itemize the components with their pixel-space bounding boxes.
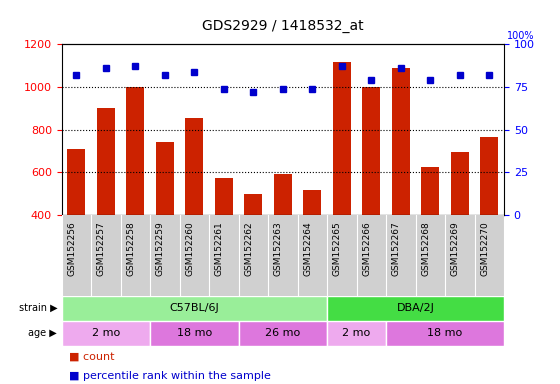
Text: 2 mo: 2 mo — [342, 328, 371, 338]
Bar — [333, 62, 351, 300]
Text: GSM152270: GSM152270 — [480, 222, 489, 276]
Text: 2 mo: 2 mo — [92, 328, 120, 338]
Text: GSM152256: GSM152256 — [67, 222, 76, 276]
Text: strain ▶: strain ▶ — [18, 303, 57, 313]
Text: 100%: 100% — [507, 31, 535, 41]
Text: GSM152267: GSM152267 — [392, 222, 401, 276]
Text: 26 mo: 26 mo — [265, 328, 300, 338]
Bar — [362, 87, 380, 300]
Text: 18 mo: 18 mo — [427, 328, 463, 338]
Bar — [150, 321, 239, 346]
Bar — [62, 296, 327, 321]
Text: C57BL/6J: C57BL/6J — [170, 303, 219, 313]
Bar — [480, 137, 498, 300]
Text: GSM152260: GSM152260 — [185, 222, 194, 276]
Bar — [215, 178, 232, 300]
Text: GSM152258: GSM152258 — [127, 222, 136, 276]
Bar — [386, 321, 504, 346]
Bar — [185, 118, 203, 300]
Bar — [392, 68, 409, 300]
Bar — [304, 190, 321, 300]
Text: 18 mo: 18 mo — [177, 328, 212, 338]
Text: GSM152268: GSM152268 — [421, 222, 430, 276]
Text: GSM152264: GSM152264 — [304, 222, 312, 276]
Text: ■ percentile rank within the sample: ■ percentile rank within the sample — [62, 371, 270, 381]
Text: GSM152263: GSM152263 — [274, 222, 283, 276]
Bar — [245, 194, 262, 300]
Text: DBA/2J: DBA/2J — [396, 303, 435, 313]
Text: age ▶: age ▶ — [29, 328, 57, 338]
Bar — [62, 321, 150, 346]
Bar — [156, 142, 174, 300]
Bar — [327, 296, 504, 321]
Text: GSM152259: GSM152259 — [156, 222, 165, 276]
Text: GSM152269: GSM152269 — [451, 222, 460, 276]
Text: GSM152265: GSM152265 — [333, 222, 342, 276]
Bar — [68, 149, 85, 300]
Text: GSM152257: GSM152257 — [97, 222, 106, 276]
Bar — [239, 321, 327, 346]
Text: GSM152262: GSM152262 — [244, 222, 253, 276]
Bar — [97, 108, 115, 300]
Text: GSM152266: GSM152266 — [362, 222, 371, 276]
Text: GSM152261: GSM152261 — [215, 222, 224, 276]
Bar — [327, 321, 386, 346]
Text: ■ count: ■ count — [62, 352, 114, 362]
Bar — [274, 174, 292, 300]
Text: GDS2929 / 1418532_at: GDS2929 / 1418532_at — [202, 19, 363, 33]
Bar — [127, 87, 144, 300]
Bar — [422, 167, 439, 300]
Bar — [451, 152, 469, 300]
